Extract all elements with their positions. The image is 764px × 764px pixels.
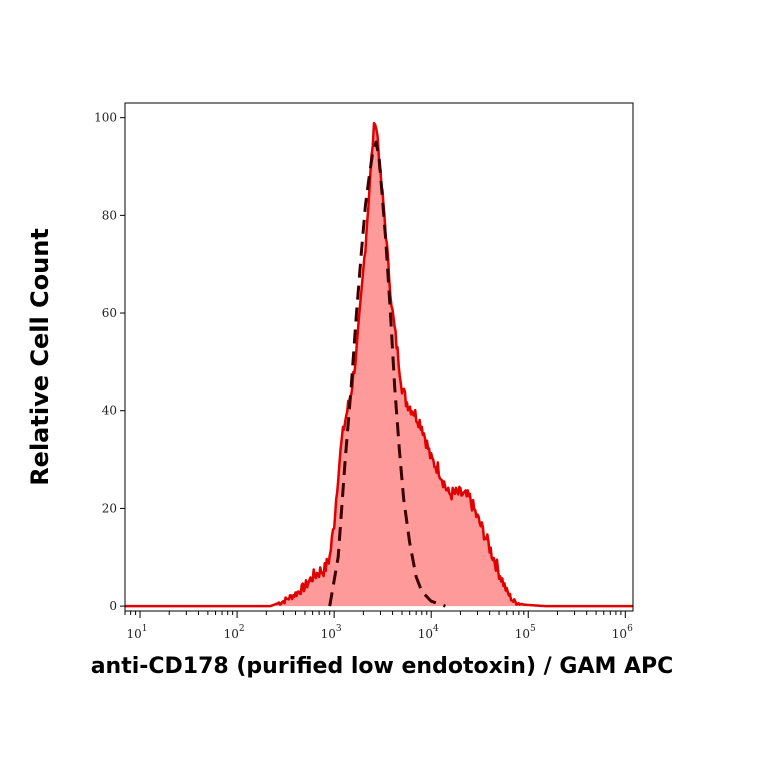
x-tick-label: 103 — [321, 624, 342, 641]
x-tick-label: 105 — [515, 624, 536, 641]
plot-frame — [124, 102, 634, 612]
y-tick-label: 40 — [102, 404, 117, 418]
x-axis: 101 102 103 104 105 106 — [124, 611, 633, 641]
x-tick-label: 104 — [418, 624, 439, 641]
series-line-1 — [328, 140, 446, 608]
y-tick-label: 0 — [109, 599, 117, 613]
y-tick-label: 80 — [102, 208, 117, 222]
x-tick-label: 106 — [612, 624, 633, 641]
x-tick-label: 101 — [127, 624, 148, 641]
y-tick-label: 20 — [102, 501, 117, 515]
series-layer — [125, 121, 633, 608]
y-tick-label: 100 — [94, 111, 117, 125]
y-axis-label: Relative Cell Count — [26, 228, 54, 486]
y-tick-label: 60 — [102, 306, 117, 320]
x-axis-label: anti-CD178 (purified low endotoxin) / GA… — [90, 654, 674, 679]
y-axis: 0 20 40 60 80 100 — [94, 111, 125, 613]
series-fill-0 — [125, 123, 633, 607]
x-tick-label: 102 — [224, 624, 245, 641]
